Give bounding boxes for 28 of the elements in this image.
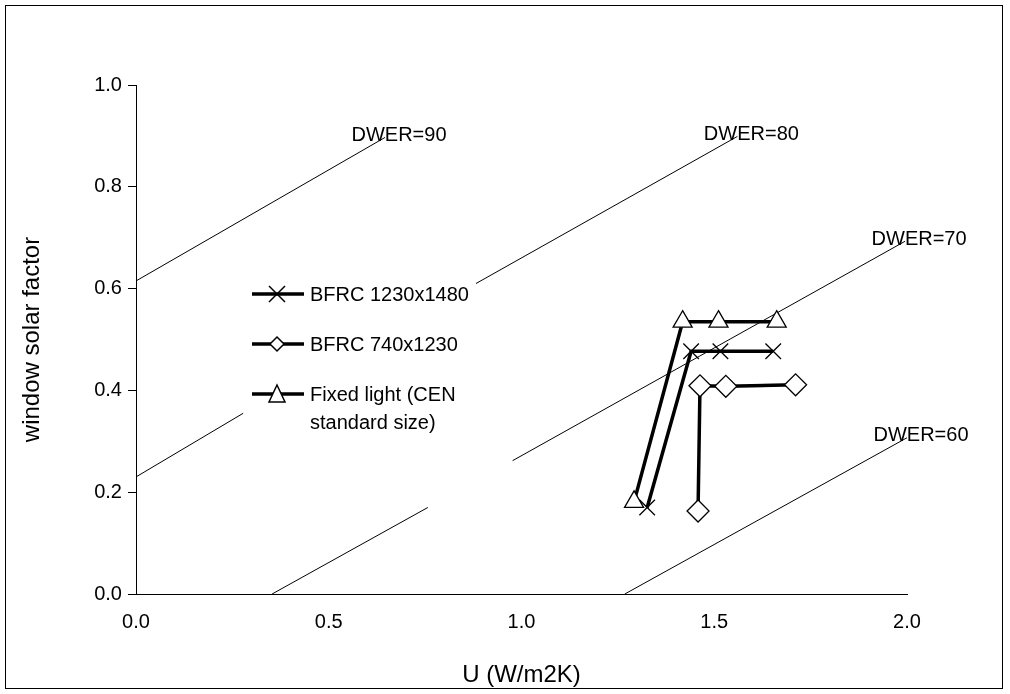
point (688, 374, 712, 398)
point (682, 342, 700, 360)
y-tick-label: 0.8 (94, 174, 122, 197)
point (686, 499, 710, 523)
y-axis-title: window solar factor (17, 236, 45, 444)
y-tick-label: 0.6 (94, 276, 122, 299)
point (711, 342, 729, 360)
point (764, 342, 782, 360)
y-tick-label: 0.0 (94, 581, 122, 604)
x-tick-label: 0.5 (314, 609, 343, 632)
annotation: DWER=70 (871, 226, 967, 249)
point (783, 373, 808, 397)
x-tick-label: 2.0 (893, 609, 921, 632)
y-tick-label: 0.2 (94, 479, 122, 502)
x-tick-label: 1.5 (700, 609, 729, 632)
x-tick-label: 1.0 (507, 609, 536, 632)
annotation: DWER=60 (873, 423, 969, 446)
point (638, 499, 656, 516)
annotation: DWER=80 (703, 121, 799, 144)
legend-label: Fixed light (CEN standard size) (310, 382, 457, 435)
legend-label: BFRC 1230x1480 (310, 282, 469, 307)
y-tick-label: 0.4 (94, 377, 122, 400)
point (714, 374, 738, 398)
y-tick-label: 1.0 (94, 72, 122, 95)
annotation: DWER=90 (351, 122, 447, 145)
x-tick-label: 0.0 (122, 609, 150, 632)
legend-label: BFRC 740x1230 (310, 332, 458, 357)
x-axis-title: U (W/m2K) (462, 660, 581, 688)
